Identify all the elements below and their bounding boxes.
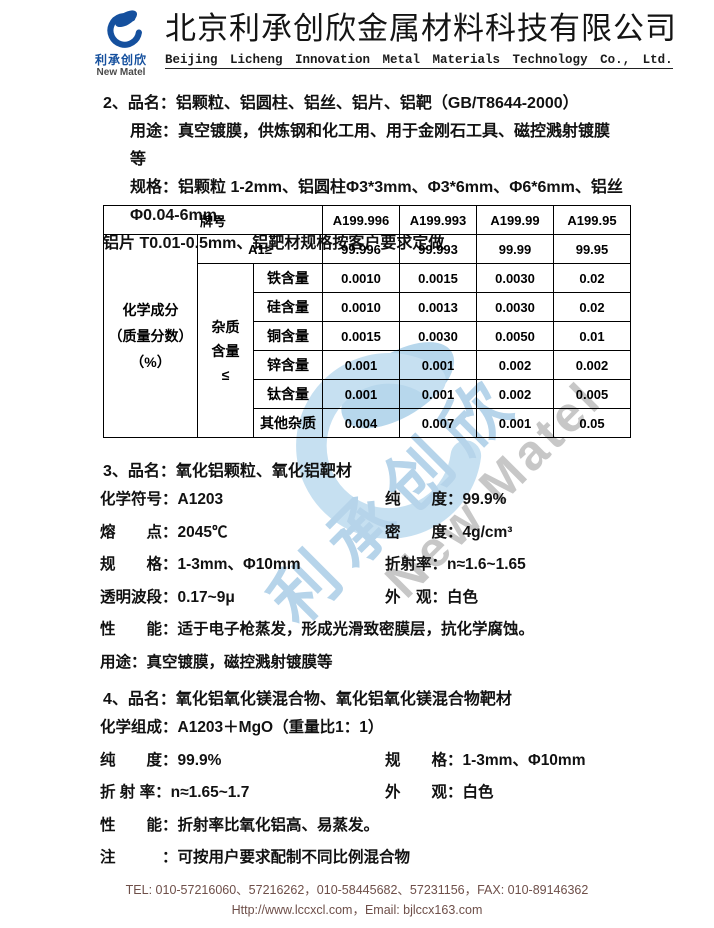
impurity-label-cell: 杂质 含量 ≤ (197, 263, 254, 438)
kv-line: 化学符号：A1203 (100, 491, 224, 508)
value-cell: 0.002 (476, 379, 554, 409)
value-cell: 0.0010 (322, 292, 400, 322)
logo-swoosh-icon (107, 10, 142, 48)
kv-line: 规 格：1-3mm、Φ10mm (385, 751, 586, 769)
table-row: 锌含量 0.001 0.001 0.002 0.002 (104, 350, 631, 380)
kv-line: 纯 度：99.9% (100, 751, 222, 769)
value-cell: 0.001 (322, 379, 400, 409)
footer-tel-line: TEL: 010-57216060、57216262，010-58445682、… (125, 883, 589, 897)
value-cell: 0.007 (399, 408, 477, 438)
value-cell: 0.01 (553, 321, 631, 351)
value-cell: 0.002 (553, 350, 631, 380)
table-row-brand: 牌号 A199.996 A199.993 A199.99 A199.95 (103, 205, 631, 235)
section4-title: 4、品名：氧化铝氧化镁混合物、氧化铝氧化镁混合物靶材 (103, 691, 512, 708)
section-alumina-magnesia: 4、品名：氧化铝氧化镁混合物、氧化铝氧化镁混合物靶材 化学组成：A1203＋Mg… (100, 688, 630, 875)
company-name-en: Beijing Licheng Innovation Metal Materia… (165, 53, 673, 69)
kv-line: 外 观：白色 (385, 588, 479, 606)
table-row: 硅含量 0.0010 0.0013 0.0030 0.02 (104, 292, 631, 322)
value-cell: 0.02 (553, 263, 631, 293)
element-cell: 硅含量 (253, 292, 323, 322)
kv-line: 密 度：4g/cm³ (385, 523, 513, 541)
value-cell: 0.001 (476, 408, 554, 438)
element-cell: 铜含量 (253, 321, 323, 351)
value-cell: 0.001 (399, 350, 477, 380)
company-logo: 利承创欣 New Matel (85, 8, 157, 79)
value-cell: 0.005 (553, 379, 631, 409)
logo-cn-label: 利承创欣 (94, 53, 147, 67)
note-line: 注 ：可按用户要求配制不同比例混合物 (100, 849, 411, 866)
value-cell: 0.0013 (399, 292, 477, 322)
value-cell: 0.002 (476, 350, 554, 380)
al-value-cell: 99.95 (553, 234, 631, 264)
value-cell: 0.02 (553, 292, 631, 322)
al-value-cell: 99.993 (399, 234, 477, 264)
value-cell: 0.0010 (322, 263, 400, 293)
value-cell: 0.0030 (399, 321, 477, 351)
value-cell: 0.004 (322, 408, 400, 438)
value-cell: 0.05 (553, 408, 631, 438)
kv-line: 纯 度：99.9% (385, 491, 507, 508)
product-title-line: 2、品名：铝颗粒、铝圆柱、铝丝、铝片、铝靶（GB/T8644-2000） (103, 95, 579, 112)
chemical-composition-table: 牌号 A199.996 A199.993 A199.99 A199.95 化学成… (103, 205, 631, 438)
section-alumina: 3、品名：氧化铝颗粒、氧化铝靶材 化学符号：A1203 纯 度：99.9% 熔 … (100, 460, 630, 679)
table-row: 铜含量 0.0015 0.0030 0.0050 0.01 (104, 321, 631, 351)
usage-line: 用途：真空镀膜，磁控溅射镀膜等 (100, 653, 333, 671)
brand-header-cell: 牌号 (103, 205, 323, 235)
element-cell: 锌含量 (253, 350, 323, 380)
value-cell: 0.0030 (476, 292, 554, 322)
performance-line: 性 能：折射率比氧化铝高、易蒸发。 (100, 816, 380, 834)
al-value-cell: 99.99 (476, 234, 554, 264)
company-name-cn: 北京利承创欣金属材料科技有限公司 (165, 11, 677, 46)
kv-line: 折 射 率：n≈1.65~1.7 (100, 784, 250, 801)
value-cell: 0.0050 (476, 321, 554, 351)
grade-cell: A199.993 (399, 205, 477, 235)
grade-cell: A199.99 (476, 205, 554, 235)
footer-web-line: Http://www.lccxcl.com，Email: bjlccx163.c… (231, 903, 483, 917)
element-cell: 其他杂质 (253, 408, 323, 438)
al-min-label-cell: A1≥ (197, 234, 323, 264)
value-cell: 0.0015 (322, 321, 400, 351)
composition-line: 化学组成：A1203＋MgO（重量比1：1） (100, 719, 384, 736)
kv-line: 透明波段：0.17~9μ (100, 588, 235, 606)
footer: TEL: 010-57216060、57216262，010-58445682、… (0, 880, 714, 920)
usage-line: 用途：真空镀膜，供炼钢和化工用、用于金刚石工具、磁控溅射镀膜等 (130, 123, 611, 168)
element-cell: 铁含量 (253, 263, 323, 293)
value-cell: 0.001 (322, 350, 400, 380)
value-cell: 0.0030 (476, 263, 554, 293)
table-row: 杂质 含量 ≤ 铁含量 0.0010 0.0015 0.0030 0.02 (104, 263, 631, 438)
grade-cell: A199.95 (553, 205, 631, 235)
element-cell: 钛含量 (253, 379, 323, 409)
value-cell: 0.0015 (399, 263, 477, 293)
value-cell: 0.001 (399, 379, 477, 409)
kv-line: 规 格：1-3mm、Φ10mm (100, 556, 301, 573)
grade-cell: A199.996 (322, 205, 400, 235)
performance-line: 性 能：适于电子枪蒸发，形成光滑致密膜层，抗化学腐蚀。 (100, 621, 535, 638)
header: 利承创欣 New Matel 北京利承创欣金属材料科技有限公司 Beijing … (85, 8, 677, 79)
table-row-al: 化学成分 （质量分数） （%） A1≥ 99.996 99.993 99.99 … (103, 234, 631, 438)
section3-title: 3、品名：氧化铝颗粒、氧化铝靶材 (103, 463, 352, 480)
kv-line: 外 观：白色 (385, 784, 494, 801)
kv-line: 折射率：n≈1.6~1.65 (385, 556, 526, 573)
al-value-cell: 99.996 (322, 234, 400, 264)
logo-en-label: New Matel (96, 67, 146, 78)
table-row: 其他杂质 0.004 0.007 0.001 0.05 (104, 408, 631, 438)
composition-label-cell: 化学成分 （质量分数） （%） (103, 234, 198, 438)
kv-line: 熔 点：2045℃ (100, 523, 228, 541)
